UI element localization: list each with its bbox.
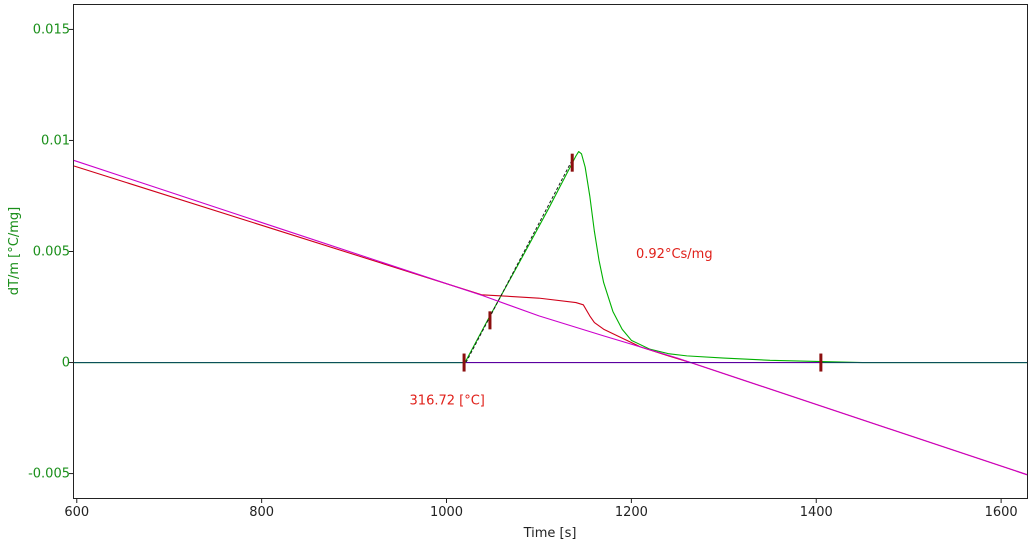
marker-layer <box>462 153 823 372</box>
annotation-label: 316.72 [°C] <box>410 394 485 409</box>
y-tick-label: 0.005 <box>33 245 70 260</box>
range-marker[interactable] <box>819 353 823 372</box>
x-tick-label: 600 <box>64 505 89 520</box>
series-layer <box>73 151 1028 476</box>
x-axis-ticks: 600 800 1000 1200 1400 1600 <box>64 498 1018 520</box>
y-tick-label: -0.005 <box>28 467 70 482</box>
series-line-1 <box>74 151 1027 364</box>
x-tick-label: 1400 <box>800 505 833 520</box>
series-line-4 <box>465 157 574 363</box>
range-marker[interactable] <box>570 153 574 172</box>
x-tick-label: 1600 <box>985 505 1018 520</box>
x-axis-title: Time [s] <box>523 526 577 541</box>
y-tick-label: 0.015 <box>33 22 70 37</box>
range-marker[interactable] <box>462 353 466 372</box>
x-tick-label: 800 <box>249 505 274 520</box>
y-axis-ticks: 0.015 0.01 0.005 0 -0.005 <box>28 22 74 482</box>
x-tick-label: 1000 <box>430 505 463 520</box>
annotation-layer: 0.92°Cs/mg 316.72 [°C] <box>410 247 713 409</box>
y-tick-label: 0.01 <box>41 133 70 148</box>
x-tick-label: 1200 <box>615 505 648 520</box>
annotation-label: 0.92°Cs/mg <box>636 247 713 262</box>
y-axis-title: dT/m [°C/mg] <box>7 207 22 295</box>
plot-frame <box>73 4 1028 499</box>
range-marker[interactable] <box>488 311 492 330</box>
y-tick-label: 0 <box>62 356 70 371</box>
